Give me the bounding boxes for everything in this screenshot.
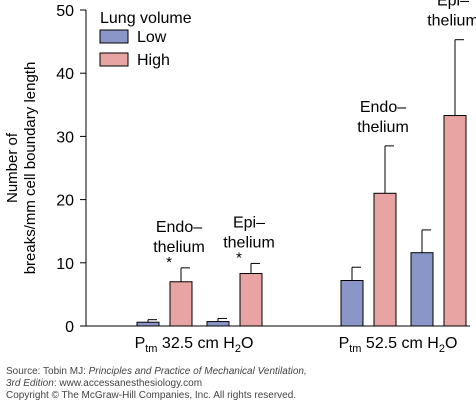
legend-swatch-high: [99, 52, 129, 67]
bar-chart: Number of breaks/mm cell boundary length…: [4, 0, 476, 355]
bar-low: [410, 252, 434, 327]
bar-high: [239, 273, 263, 327]
source-edition: 3rd Edition: [6, 378, 54, 390]
legend-title: Lung volume: [100, 10, 192, 27]
x-label-subscript: tm: [349, 343, 361, 355]
source-book-title: Principles and Practice of Mechanical Ve…: [88, 366, 307, 377]
source-line-1: Source: Tobin MJ: Principles and Practic…: [6, 366, 466, 378]
source-caption: Source: Tobin MJ: Principles and Practic…: [6, 366, 466, 403]
source-website: : www.accessanesthesiology.com: [53, 378, 203, 390]
legend-swatch-low: [99, 29, 129, 44]
bar-low: [206, 321, 230, 327]
y-tick-label: 40: [56, 66, 74, 83]
copyright-line: Copyright © The McGraw-Hill Companies, I…: [6, 390, 297, 402]
bar-high: [443, 115, 467, 327]
significance-star: *: [166, 254, 172, 271]
x-label-text: 52.5 cm H: [361, 335, 438, 352]
x-label-text: P: [135, 335, 146, 352]
y-tick-label: 10: [56, 256, 74, 273]
x-label-text: 32.5 cm H: [157, 335, 234, 352]
bar-high: [373, 192, 397, 327]
x-group-label: Ptm 32.5 cm H2O: [135, 335, 254, 355]
annotation-line-1: Epi–: [437, 0, 469, 10]
x-label-text: P: [339, 335, 350, 352]
bar-high: [169, 281, 193, 327]
x-group-label: Ptm 52.5 cm H2O: [339, 335, 458, 355]
annotation-line-2: thelium: [427, 13, 476, 30]
source-prefix: Source: Tobin MJ:: [6, 366, 89, 377]
legend-label-low: Low: [137, 29, 167, 46]
annotation-line-2: thelium: [153, 239, 205, 256]
x-label-text: O: [241, 335, 253, 352]
bar-low: [340, 279, 364, 327]
annotation-line-1: Endo–: [360, 99, 406, 116]
y-tick-label: 0: [65, 319, 74, 336]
annotation-line-2: thelium: [357, 119, 409, 136]
y-tick-label: 20: [56, 193, 74, 210]
y-axis-title-line1: Number of: [4, 132, 21, 203]
source-line-2: 3rd Edition: www.accessanesthesiology.co…: [6, 378, 466, 390]
x-label-subscript: tm: [145, 343, 157, 355]
y-tick-label: 30: [56, 129, 74, 146]
annotation-line-1: Endo–: [156, 219, 202, 236]
y-tick-label: 50: [56, 3, 74, 20]
significance-star: *: [236, 249, 242, 266]
x-label-subscript: 2: [439, 343, 445, 355]
bar-low: [136, 321, 160, 327]
legend-label-high: High: [137, 52, 170, 69]
annotation-line-2: thelium: [223, 234, 275, 251]
x-label-subscript: 2: [235, 343, 241, 355]
y-axis-title-line2: breaks/mm cell boundary length: [22, 62, 39, 275]
annotation-line-1: Epi–: [233, 214, 265, 231]
x-label-text: O: [445, 335, 457, 352]
